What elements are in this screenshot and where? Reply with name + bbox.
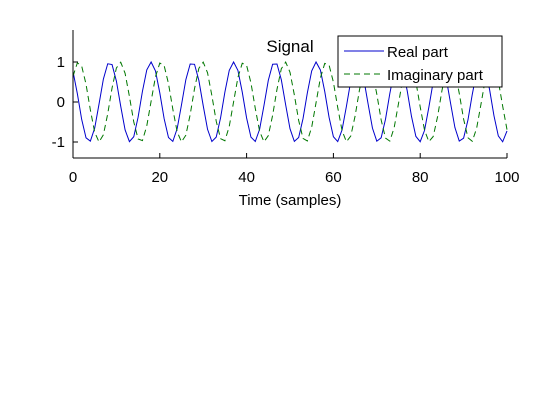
y-tick-label: 0 [57,94,65,111]
y-tick-label: 1 [57,54,65,71]
x-tick-label: 40 [238,169,255,186]
x-tick-label: 60 [325,169,342,186]
legend-label-real: Real part [387,44,449,61]
x-tick-label: 0 [69,169,77,186]
chart-title: Signal [266,37,313,56]
x-axis-label: Time (samples) [239,192,342,209]
y-tick-label: -1 [52,134,65,151]
series-line-imaginary [72,60,508,144]
legend-box [337,35,503,88]
y-ticks: -1 0 1 [52,54,78,151]
x-tick-label: 80 [412,169,429,186]
legend-label-imaginary: Imaginary part [387,67,484,84]
x-ticks: 0 20 40 60 80 100 [69,153,520,186]
x-tick-label: 20 [151,169,168,186]
x-tick-label: 100 [494,169,519,186]
legend: Real part Imaginary part [337,35,503,88]
